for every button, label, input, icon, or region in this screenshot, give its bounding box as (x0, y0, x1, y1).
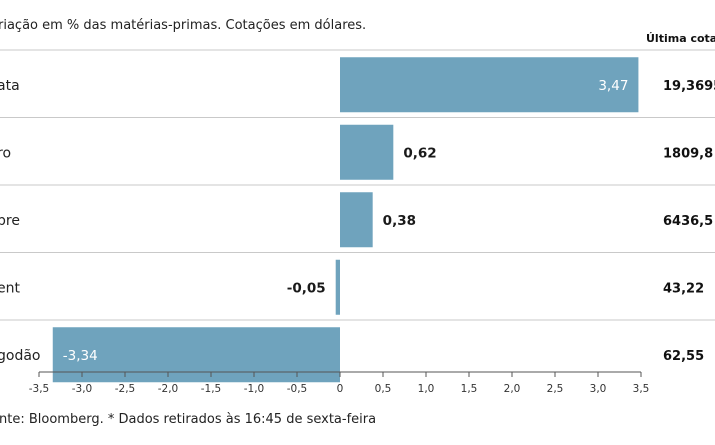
category-label: bre (0, 213, 20, 229)
last-quote-value: 6436,5 (663, 214, 713, 229)
bar (52, 327, 340, 383)
x-tick-label: -2,5 (115, 383, 136, 395)
x-tick-label: -1,5 (201, 383, 222, 395)
x-tick-label: -2,0 (158, 383, 179, 395)
last-quote-value: 43,22 (663, 281, 704, 296)
x-tick-label: 2,0 (504, 383, 521, 395)
x-tick-label: 3,0 (590, 383, 607, 395)
data-label: -0,05 (287, 280, 326, 296)
x-tick-label: -3,5 (29, 383, 50, 395)
x-tick-label: 1,0 (418, 383, 435, 395)
x-tick-label: 0 (337, 383, 344, 395)
x-tick-label: 0,5 (375, 383, 392, 395)
bar (335, 259, 340, 315)
bar (340, 124, 394, 180)
data-label: 0,62 (403, 145, 436, 161)
last-quote-value: 62,55 (663, 349, 704, 364)
category-label: ro (0, 145, 11, 161)
last-quote-value: 1809,8 (663, 146, 713, 161)
x-tick-label: 3,5 (633, 383, 650, 395)
chart-subtitle: riação em % das matérias-primas. Cotaçõe… (0, 18, 367, 33)
category-label: ent (0, 280, 20, 296)
category-label: godão (0, 348, 40, 364)
data-label: 3,47 (598, 78, 628, 94)
x-tick-label: 2,5 (547, 383, 564, 395)
data-label: 0,38 (383, 213, 416, 229)
bar (340, 192, 373, 248)
x-tick-label: -0,5 (287, 383, 308, 395)
x-tick-label: 1,5 (461, 383, 478, 395)
category-label: ata (0, 78, 20, 94)
bar (340, 57, 639, 113)
x-tick-label: -1,0 (244, 383, 265, 395)
last-quote-value: 19,3695 (663, 79, 715, 94)
data-label: -3,34 (63, 348, 98, 364)
chart-source-note: nte: Bloomberg. * Dados retirados às 16:… (0, 412, 377, 427)
last-quote-column-header: Última cotaç (646, 32, 715, 45)
x-tick-label: -3,0 (72, 383, 93, 395)
